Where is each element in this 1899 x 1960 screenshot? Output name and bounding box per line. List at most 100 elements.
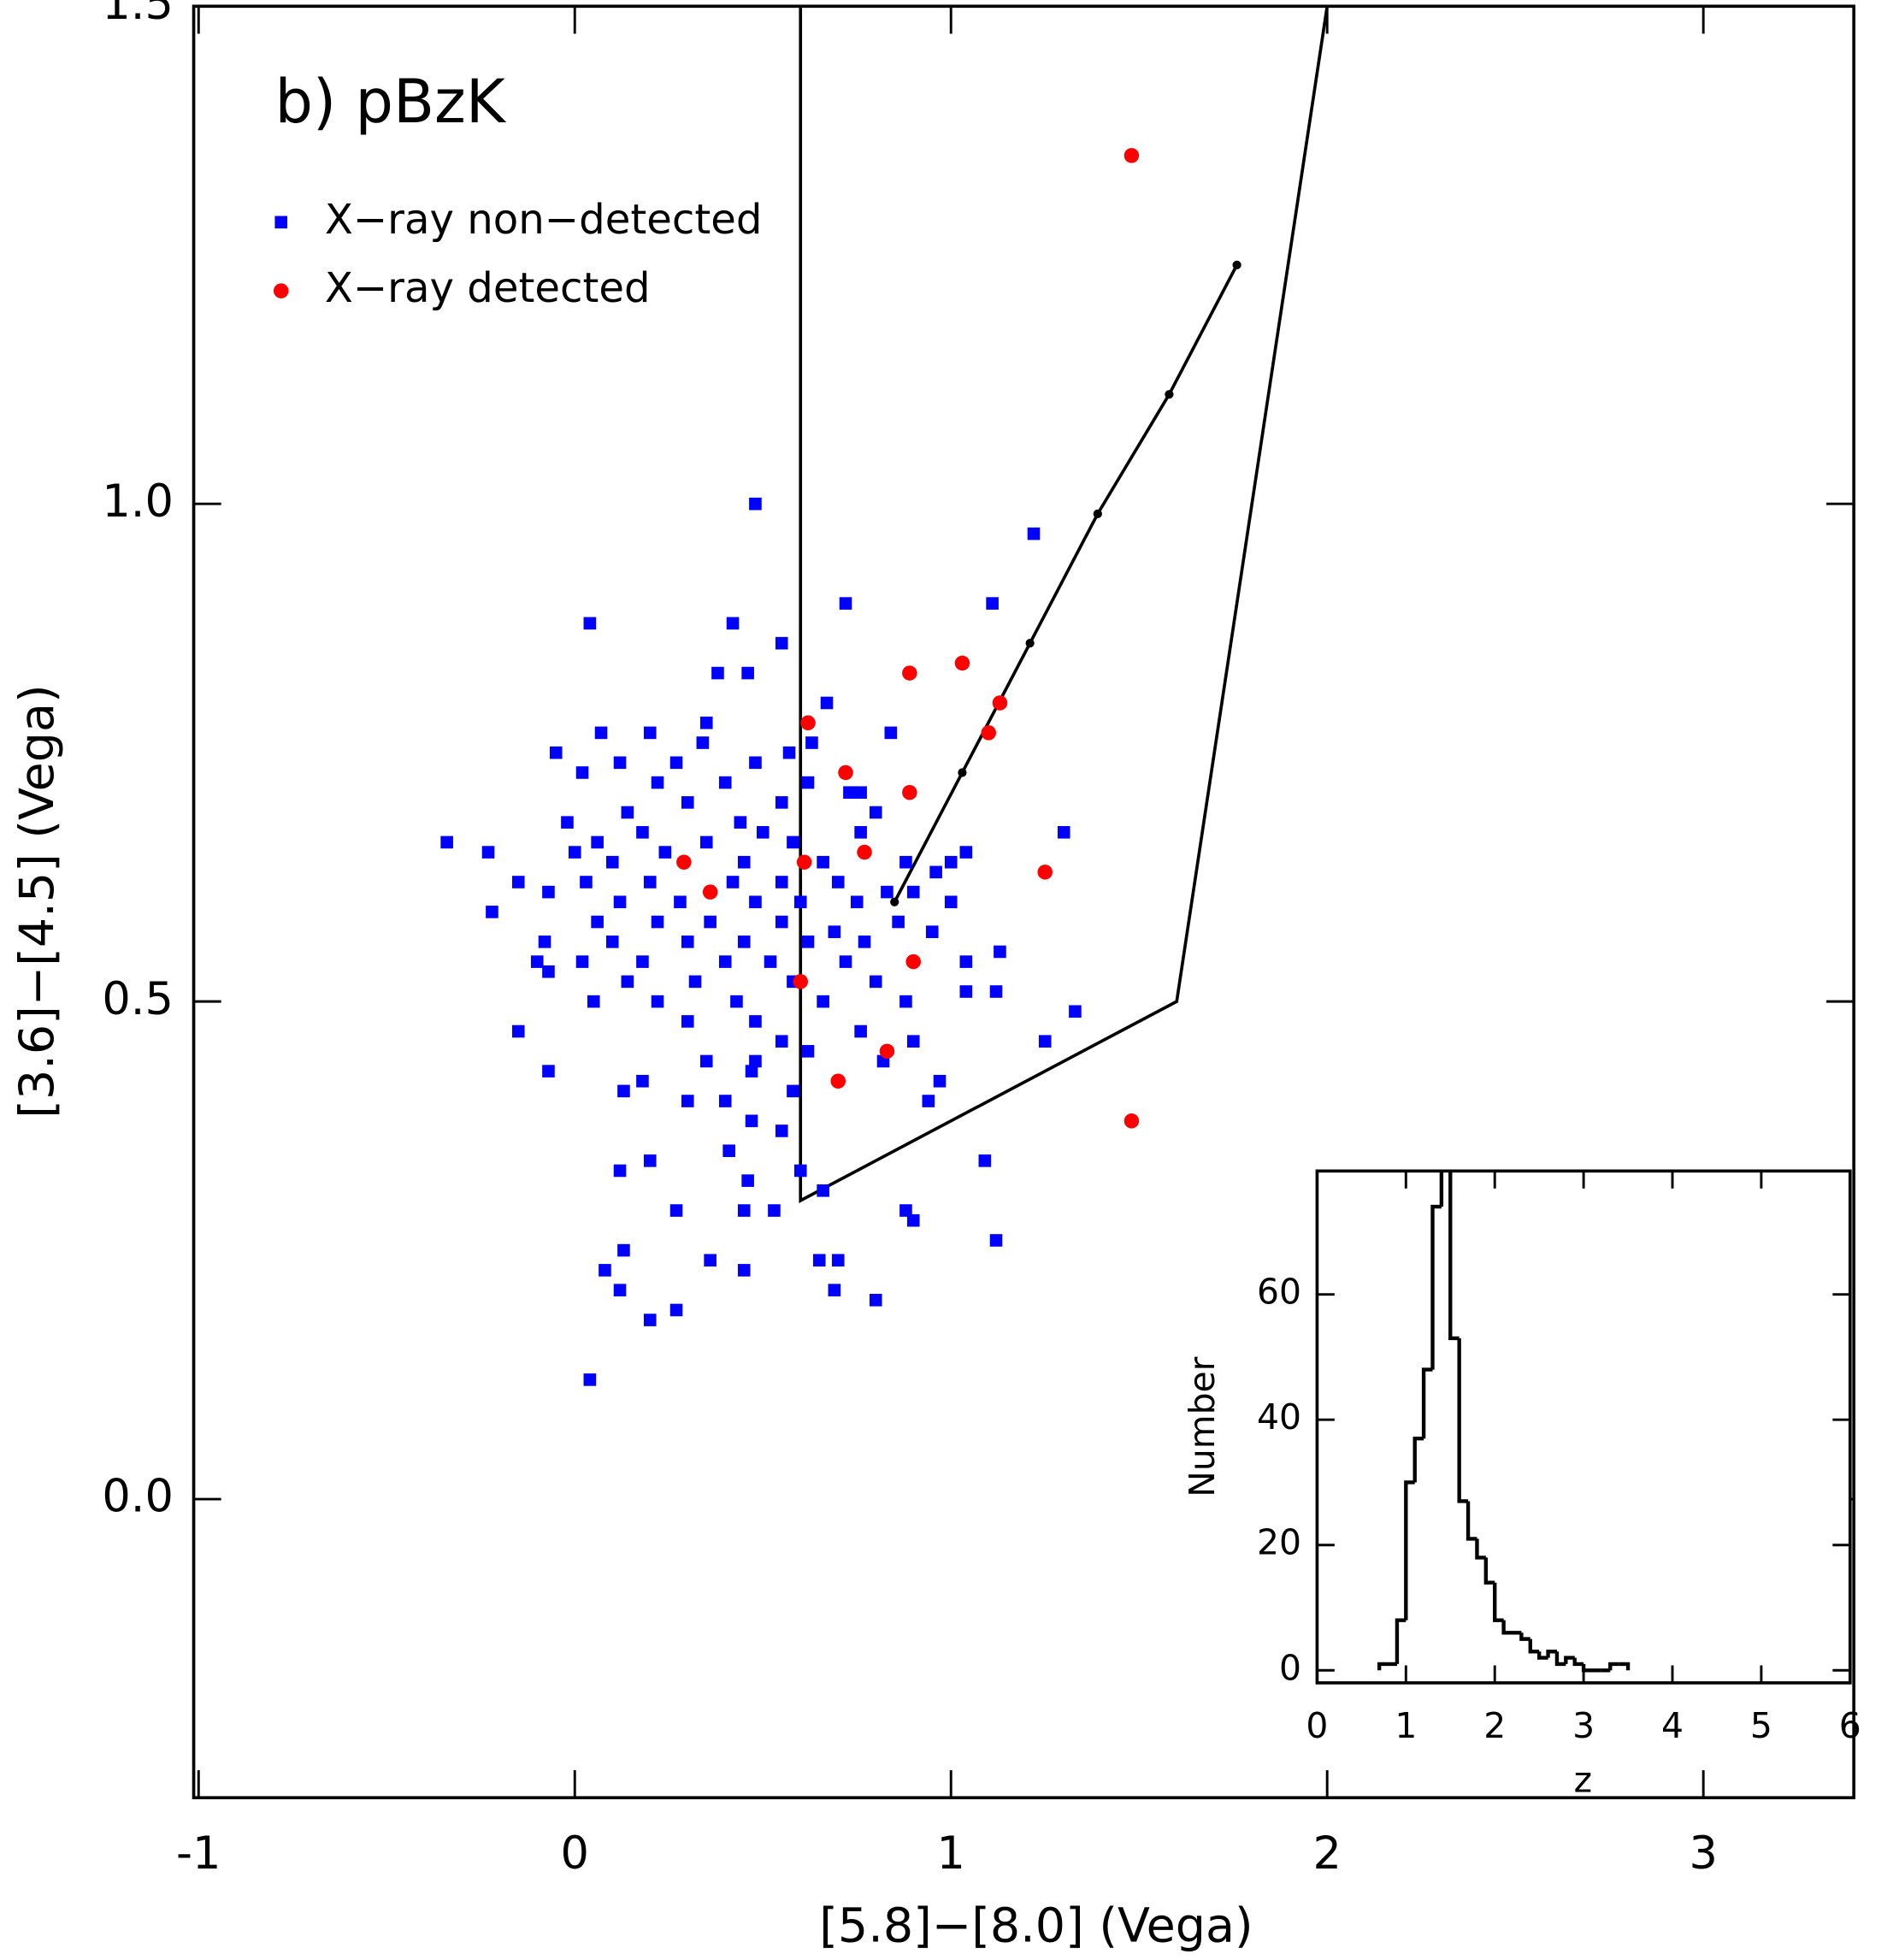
point [869, 1293, 882, 1307]
inset-background [1317, 1171, 1850, 1683]
histogram-bar [1581, 1663, 1593, 1673]
point [575, 955, 589, 968]
point [854, 825, 867, 839]
point [775, 636, 788, 650]
point [800, 715, 816, 731]
point [857, 844, 872, 860]
point [583, 617, 597, 630]
point [711, 666, 724, 680]
point [636, 955, 649, 968]
x-tick-label: 1 [1395, 1705, 1417, 1746]
point [1123, 148, 1140, 163]
point [944, 855, 958, 869]
point [902, 784, 917, 800]
inset-y-axis-label: Number [1182, 1356, 1223, 1497]
point [1069, 1005, 1082, 1018]
histogram-bar [1377, 1662, 1389, 1671]
point [681, 1095, 694, 1107]
model-point [1232, 260, 1241, 270]
point [737, 936, 751, 948]
point [828, 925, 841, 938]
point [481, 846, 495, 859]
x-tick-label: 5 [1750, 1705, 1772, 1746]
point [954, 655, 970, 671]
point [764, 955, 777, 968]
histogram-bar [1564, 1656, 1575, 1664]
point [734, 816, 747, 829]
y-tick-label: 60 [1257, 1272, 1301, 1313]
point [542, 885, 555, 899]
point [651, 915, 664, 929]
point [702, 884, 718, 900]
point [801, 936, 815, 948]
point [699, 716, 713, 729]
point [850, 895, 864, 909]
point [981, 725, 996, 741]
point [669, 756, 683, 770]
point [828, 1284, 841, 1296]
point [583, 1373, 597, 1386]
point [831, 876, 845, 888]
histogram-bar [1412, 1436, 1424, 1483]
point [580, 876, 593, 888]
point [681, 1015, 694, 1028]
point [594, 726, 608, 740]
histogram-bar [1536, 1651, 1548, 1660]
point [681, 796, 694, 809]
point [643, 876, 657, 888]
point [899, 995, 912, 1008]
point [636, 1074, 649, 1088]
point [925, 925, 939, 938]
histogram-bar [1448, 1171, 1460, 1341]
point [587, 995, 600, 1008]
model-point [1093, 509, 1102, 518]
point [669, 1303, 683, 1317]
point [749, 895, 762, 909]
point [902, 665, 917, 681]
point [881, 885, 893, 899]
model-point [890, 897, 899, 906]
histogram [1377, 1171, 1631, 1673]
point [820, 696, 834, 710]
point [605, 936, 619, 948]
point [542, 965, 555, 978]
point [869, 975, 882, 989]
point [561, 816, 574, 829]
legend-marker [274, 215, 288, 229]
point [591, 915, 604, 929]
point [617, 1243, 630, 1257]
legend-label: X−ray detected [325, 264, 651, 312]
point [899, 1204, 912, 1217]
point [796, 854, 812, 870]
point [718, 776, 732, 789]
point [793, 1164, 807, 1178]
point [575, 766, 589, 779]
histogram-bar [1430, 1204, 1442, 1370]
histogram-bar [1395, 1618, 1407, 1664]
plot-frame [192, 4, 1856, 1800]
point [933, 1074, 947, 1088]
point [605, 855, 619, 869]
point [651, 776, 664, 789]
point [440, 835, 453, 849]
point [775, 876, 788, 888]
point [745, 1114, 758, 1128]
x-tick-label: 4 [1661, 1705, 1684, 1746]
y-tick-label: 0.0 [102, 1471, 174, 1523]
point [741, 666, 754, 680]
point [775, 796, 788, 809]
point [1027, 527, 1041, 540]
point [696, 736, 710, 749]
histogram-bar [1493, 1582, 1504, 1622]
histogram-bar [1404, 1480, 1415, 1621]
histogram-bar [1483, 1557, 1495, 1585]
point [745, 1065, 758, 1077]
point [621, 806, 634, 819]
legend-marker [273, 283, 289, 298]
point [511, 1024, 525, 1038]
point [613, 895, 627, 909]
point [787, 835, 799, 849]
point [805, 736, 818, 749]
